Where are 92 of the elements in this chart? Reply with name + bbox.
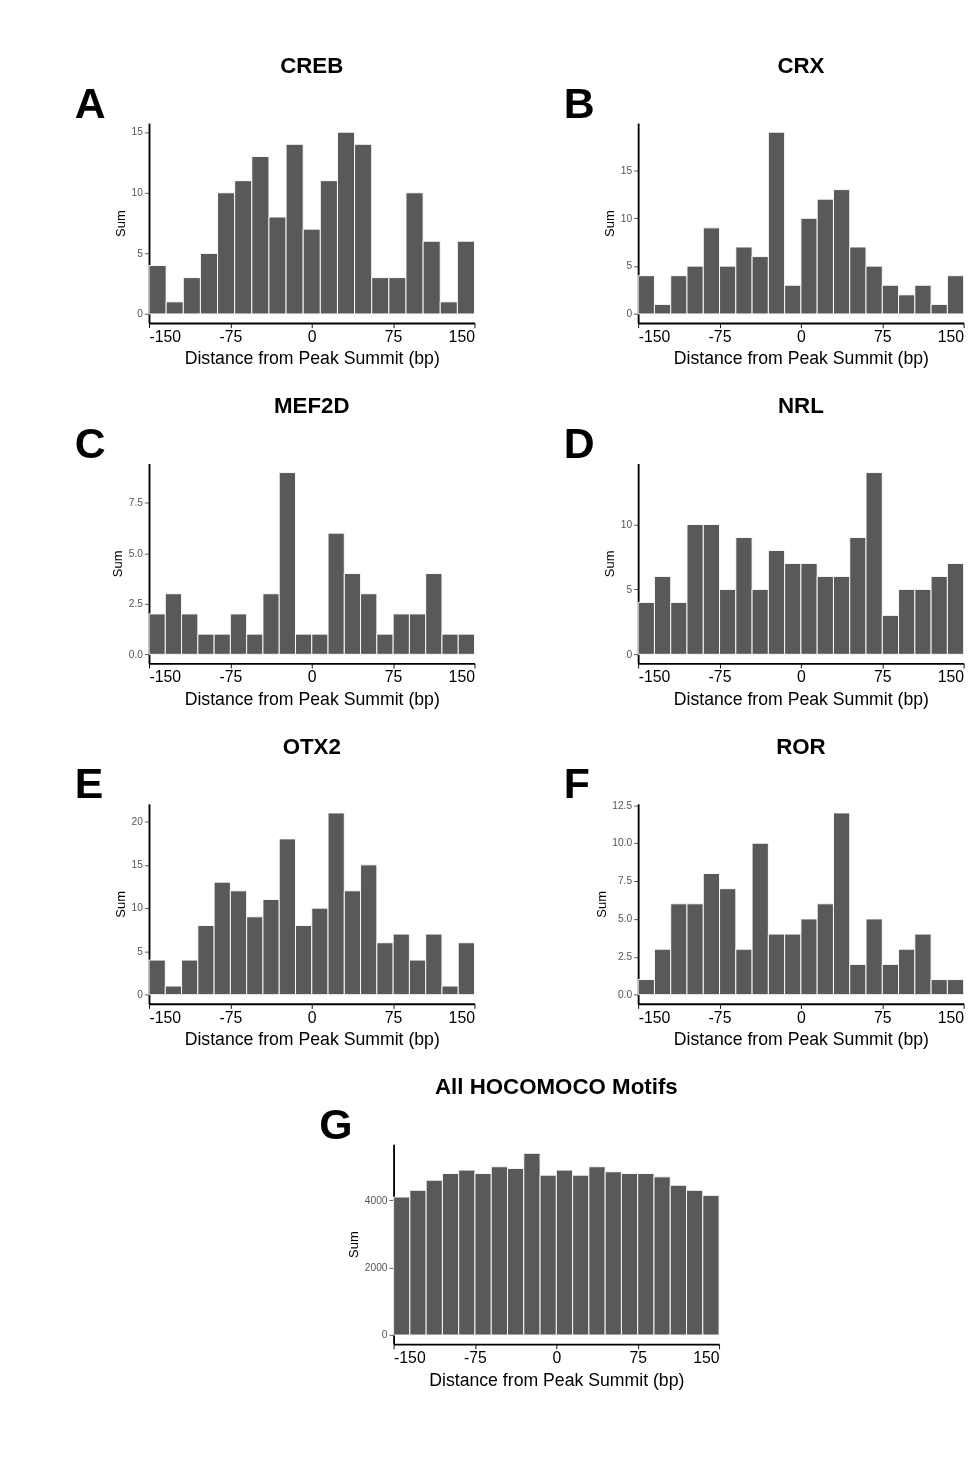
y-tick-label: 0 [626, 648, 633, 660]
x-tick-label: 75 [384, 668, 403, 686]
y-tick-label: 0 [381, 1329, 388, 1341]
x-tick-label: 75 [873, 668, 892, 686]
x-axis-title: Distance from Peak Summit (bp) [184, 1029, 440, 1050]
x-tick-label: 150 [448, 1008, 476, 1026]
x-tick-label: 150 [693, 1349, 720, 1367]
y-tick-label: 5 [626, 583, 633, 595]
y-tick-label: 0 [137, 988, 144, 1000]
y-tick-label: 0.0 [617, 988, 633, 1000]
x-tick-label: -150 [149, 328, 182, 346]
y-tick-label: 15 [131, 126, 144, 138]
y-tick-label: 5 [626, 260, 633, 272]
x-tick-label: 0 [796, 1008, 806, 1026]
x-tick-label: -150 [149, 668, 182, 686]
x-tick-label: -150 [638, 1008, 671, 1026]
y-axis-title: Sum [602, 210, 618, 237]
y-tick-label: 5.0 [617, 913, 633, 925]
x-tick-label: 75 [873, 1008, 892, 1026]
y-tick-label: 4000 [364, 1194, 388, 1206]
y-tick-label: 5 [137, 247, 144, 259]
chart-title: ROR [776, 733, 826, 759]
chart-title: All HOCOMOCO Motifs [434, 1073, 678, 1099]
y-tick-label: 2000 [364, 1261, 388, 1273]
y-axis-title: Sum [113, 210, 129, 237]
x-tick-label: -75 [219, 668, 243, 686]
y-tick-label: 15 [620, 164, 633, 176]
x-tick-label: -75 [464, 1349, 488, 1367]
text: B [563, 78, 595, 127]
y-tick-label: 10 [131, 902, 144, 914]
x-axis-title: Distance from Peak Summit (bp) [673, 348, 929, 369]
x-tick-label: 75 [384, 1008, 403, 1026]
x-tick-label: -75 [708, 668, 732, 686]
y-tick-label: 0 [137, 308, 144, 320]
text: G [319, 1099, 353, 1148]
x-tick-label: 150 [937, 1008, 965, 1026]
y-tick-label: 2.5 [128, 598, 144, 610]
x-tick-label: 150 [448, 668, 476, 686]
x-tick-label: -75 [219, 328, 243, 346]
x-tick-label: -150 [638, 328, 671, 346]
y-tick-label: 10.0 [612, 837, 633, 849]
x-axis-title: Distance from Peak Summit (bp) [673, 688, 929, 709]
text: D [563, 418, 595, 467]
y-tick-label: 5 [137, 945, 144, 957]
chart-title: NRL [778, 393, 824, 419]
y-tick-label: 10 [620, 212, 633, 224]
x-tick-label: 0 [307, 328, 317, 346]
x-tick-label: -75 [219, 1008, 243, 1026]
text: C [74, 418, 106, 467]
x-tick-label: 150 [937, 668, 965, 686]
y-tick-label: 7.5 [128, 497, 144, 509]
x-tick-label: -75 [708, 1008, 732, 1026]
x-axis-title: Distance from Peak Summit (bp) [184, 348, 440, 369]
x-axis-title: Distance from Peak Summit (bp) [673, 1029, 929, 1050]
y-axis-title: Sum [593, 890, 609, 918]
x-tick-label: 75 [873, 328, 892, 346]
chart-title: OTX2 [282, 733, 341, 759]
y-tick-label: 20 [131, 815, 144, 827]
chart-title: MEF2D [273, 393, 350, 419]
x-tick-label: -150 [394, 1349, 426, 1367]
y-tick-label: 2.5 [617, 951, 633, 963]
x-axis-title: Distance from Peak Summit (bp) [429, 1369, 685, 1390]
y-tick-label: 10 [620, 518, 633, 530]
y-tick-label: 0.0 [128, 648, 144, 660]
text: A [74, 78, 106, 127]
x-tick-label: -150 [638, 668, 671, 686]
text: E [74, 759, 104, 808]
x-tick-label: 75 [629, 1349, 648, 1367]
x-tick-label: -150 [149, 1008, 182, 1026]
x-axis-title: Distance from Peak Summit (bp) [184, 688, 440, 709]
y-tick-label: 15 [131, 859, 144, 871]
y-axis-title: Sum [602, 550, 618, 578]
x-tick-label: 150 [448, 328, 476, 346]
y-tick-label: 0 [626, 308, 633, 320]
y-tick-label: 5.0 [128, 547, 144, 559]
x-tick-label: 150 [937, 328, 965, 346]
x-tick-label: 0 [552, 1349, 562, 1367]
x-tick-label: 0 [796, 668, 806, 686]
x-tick-label: -75 [708, 328, 732, 346]
y-tick-label: 12.5 [612, 799, 633, 811]
y-axis-title: Sum [346, 1231, 362, 1258]
x-tick-label: 0 [307, 668, 317, 686]
y-tick-label: 10 [131, 187, 144, 199]
y-axis-title: Sum [113, 890, 129, 918]
chart-title: CRX [777, 52, 825, 78]
text: F [563, 759, 590, 808]
x-tick-label: 75 [384, 328, 403, 346]
y-tick-label: 7.5 [617, 875, 633, 887]
y-axis-title: Sum [110, 550, 126, 578]
x-tick-label: 0 [796, 328, 806, 346]
x-tick-label: 0 [307, 1008, 317, 1026]
chart-title: CREB [280, 52, 344, 78]
